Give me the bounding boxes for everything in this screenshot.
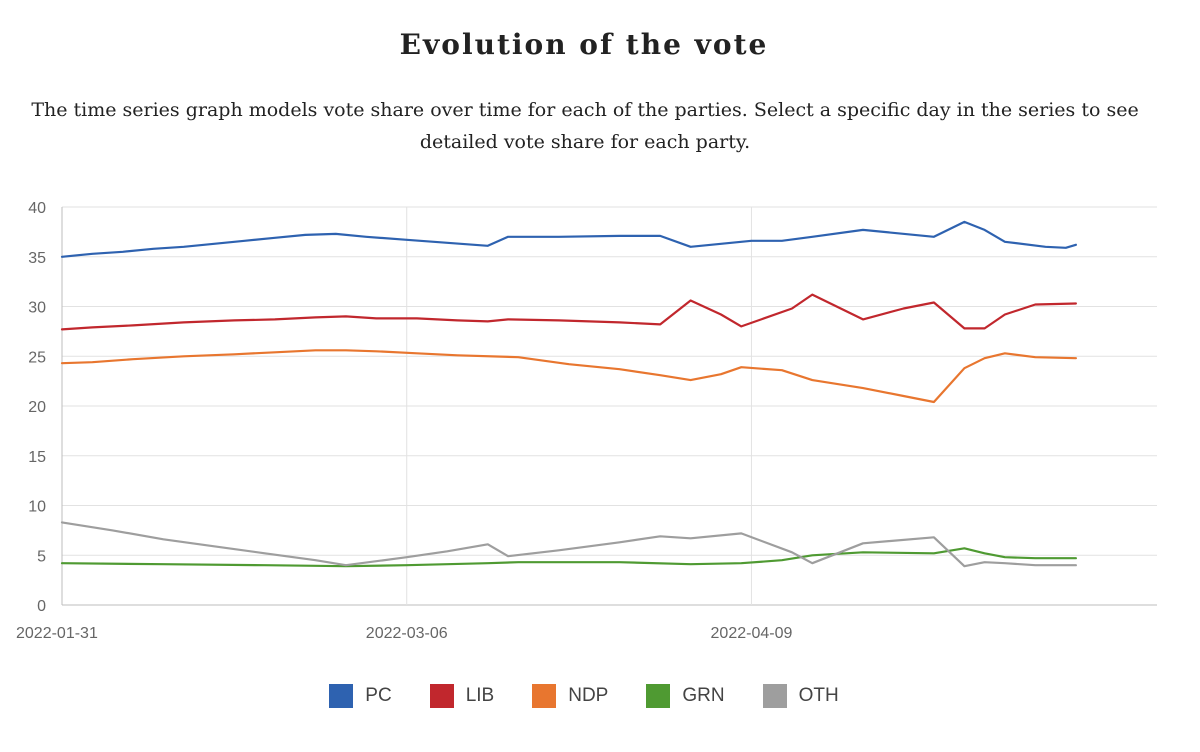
legend-swatch [646, 684, 671, 708]
y-tick-label: 15 [28, 449, 46, 466]
y-tick-label: 5 [37, 548, 46, 565]
y-tick-label: 35 [28, 250, 46, 267]
y-tick-label: 40 [28, 200, 46, 217]
legend-swatch [762, 684, 787, 708]
legend-swatch [532, 684, 557, 708]
legend-swatch [429, 684, 454, 708]
legend-item-grn[interactable]: GRN [646, 684, 725, 708]
legend-item-ndp[interactable]: NDP [532, 684, 608, 708]
series-line-pc[interactable] [60, 220, 1078, 258]
series-line-grn[interactable] [60, 547, 1078, 568]
series-line-ndp[interactable] [60, 349, 1078, 404]
legend-label: LIB [465, 685, 495, 706]
x-tick-label: 2022-04-09 [711, 625, 793, 642]
series-lines [60, 220, 1078, 568]
y-tick-label: 20 [28, 399, 46, 416]
y-tick-label: 25 [28, 349, 46, 366]
y-tick-label: 0 [37, 598, 46, 615]
y-tick-label: 30 [28, 300, 46, 317]
legend-label: GRN [682, 685, 725, 706]
legend-label: OTH [798, 685, 839, 706]
x-axis: 2022-01-31 2022-03-06 2022-04-09 [16, 625, 792, 642]
legend-swatch [329, 684, 354, 708]
legend: PC LIB NDP GRN OTH [0, 684, 1168, 708]
x-tick-label: 2022-01-31 [16, 625, 98, 642]
x-tick-label: 2022-03-06 [366, 625, 448, 642]
legend-item-pc[interactable]: PC [329, 684, 392, 708]
legend-label: NDP [568, 685, 609, 706]
series-line-lib[interactable] [60, 293, 1078, 331]
chart-subtitle: The time series graph models vote share … [31, 99, 1139, 153]
gridlines [62, 206, 1157, 606]
legend-item-lib[interactable]: LIB [429, 684, 495, 708]
legend-label: PC [365, 685, 392, 706]
y-tick-label: 10 [28, 499, 46, 516]
legend-item-oth[interactable]: OTH [762, 684, 839, 708]
chart-title: Evolution of the vote [399, 28, 769, 61]
y-axis: 0 5 10 15 20 25 30 35 40 [28, 200, 63, 615]
series-line-oth[interactable] [60, 521, 1078, 568]
